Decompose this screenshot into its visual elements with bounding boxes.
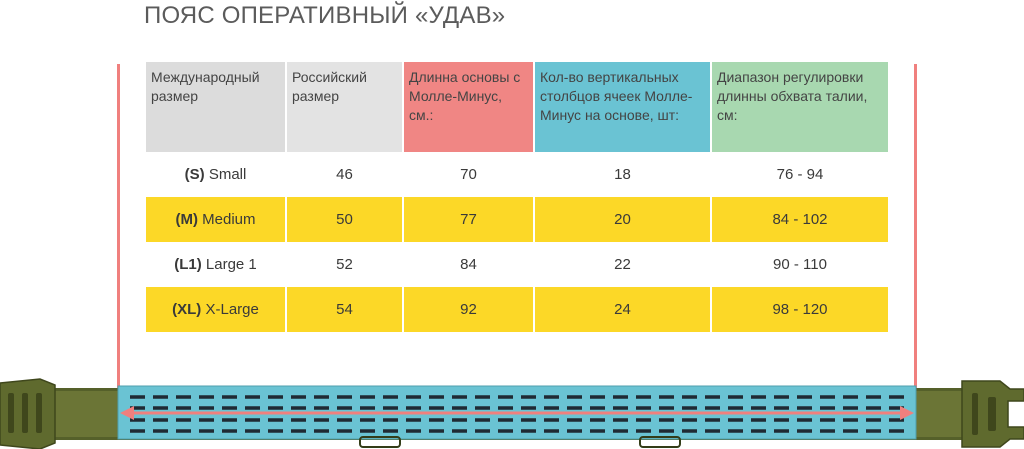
cell-international-size: (L1) Large 1 (146, 242, 285, 287)
cell-molle-columns: 18 (535, 152, 710, 197)
cell-molle-columns: 22 (535, 242, 710, 287)
cell-international-size: (M) Medium (146, 197, 285, 242)
header-row: Международный размер Российский размер Д… (146, 62, 888, 152)
table-row: (L1) Large 1 52 84 22 90 - 110 (146, 242, 888, 287)
cell-russian-size: 46 (287, 152, 402, 197)
table-row: (XL) X-Large 54 92 24 98 - 120 (146, 287, 888, 332)
cell-base-length: 92 (404, 287, 533, 332)
size-code: (S) (184, 166, 205, 183)
cell-waist-range: 90 - 110 (712, 242, 888, 287)
cell-waist-range: 84 - 102 (712, 197, 888, 242)
cell-international-size: (XL) X-Large (146, 287, 285, 332)
belt-illustration (0, 378, 1024, 449)
page-title: ПОЯС ОПЕРАТИВНЫЙ «УДАВ» (144, 2, 506, 29)
table-row: (S) Small 46 70 18 76 - 94 (146, 152, 888, 197)
cell-molle-columns: 20 (535, 197, 710, 242)
cell-international-size: (S) Small (146, 152, 285, 197)
belt-loop (639, 436, 681, 448)
header-international-size: Международный размер (146, 62, 285, 152)
cell-waist-range: 98 - 120 (712, 287, 888, 332)
header-molle-columns: Кол-во вертикальных столбцов ячеек Молле… (535, 62, 710, 152)
buckle-icon (0, 378, 56, 449)
size-name: X-Large (205, 301, 259, 318)
right-guide-line (914, 64, 917, 436)
cell-russian-size: 54 (287, 287, 402, 332)
cell-base-length: 77 (404, 197, 533, 242)
header-russian-size: Российский размер (287, 62, 402, 152)
cell-russian-size: 50 (287, 197, 402, 242)
size-code: (XL) (172, 301, 202, 318)
buckle-icon (961, 380, 1024, 448)
header-waist-range: Диапазон регулировки длинны обхвата тали… (712, 62, 888, 152)
size-name: Medium (202, 211, 256, 228)
cell-base-length: 84 (404, 242, 533, 287)
size-code: (L1) (174, 256, 202, 273)
size-table: Международный размер Российский размер Д… (144, 62, 890, 332)
header-base-length: Длинна основы с Молле-Минус, см.: (404, 62, 533, 152)
cell-base-length: 70 (404, 152, 533, 197)
left-guide-line (117, 64, 120, 436)
belt-loop (359, 436, 401, 448)
cell-molle-columns: 24 (535, 287, 710, 332)
cell-russian-size: 52 (287, 242, 402, 287)
double-arrow-icon (120, 406, 914, 420)
table-row: (M) Medium 50 77 20 84 - 102 (146, 197, 888, 242)
size-code: (M) (175, 211, 198, 228)
size-name: Small (208, 166, 247, 183)
cell-waist-range: 76 - 94 (712, 152, 888, 197)
size-name: Large 1 (205, 256, 257, 273)
